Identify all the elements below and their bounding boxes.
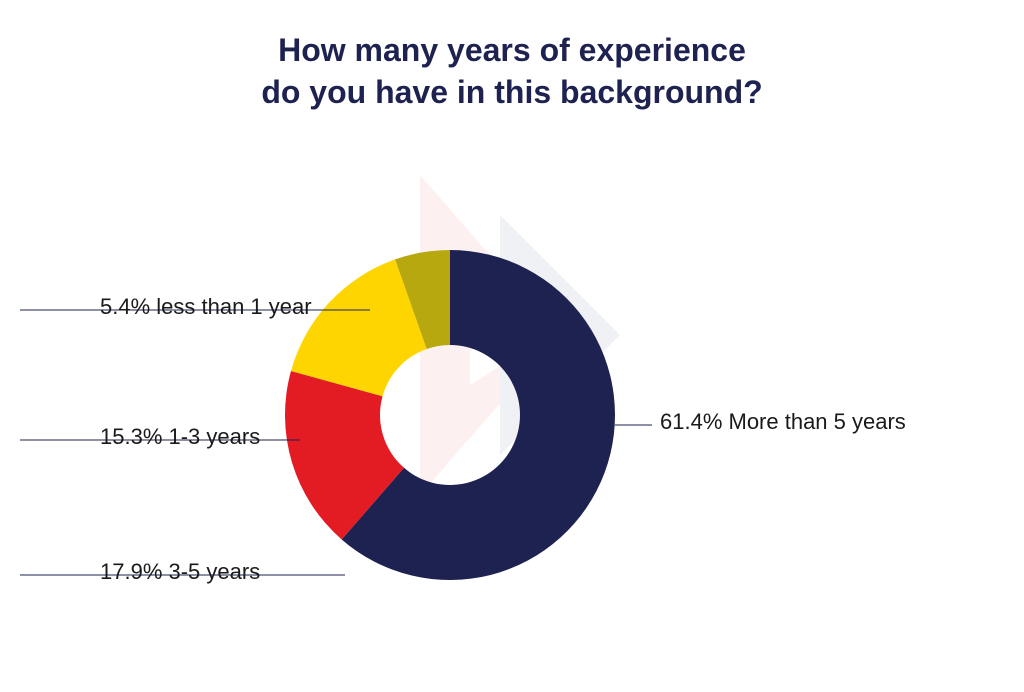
- chart-container: How many years of experience do you have…: [0, 0, 1024, 692]
- slice-label-more5: 61.4% More than 5 years: [660, 409, 906, 435]
- donut-chart: [0, 0, 1024, 692]
- slice-label-less1: 5.4% less than 1 year: [100, 294, 312, 320]
- slice-label-1to3: 15.3% 1-3 years: [100, 424, 260, 450]
- slice-label-3to5: 17.9% 3-5 years: [100, 559, 260, 585]
